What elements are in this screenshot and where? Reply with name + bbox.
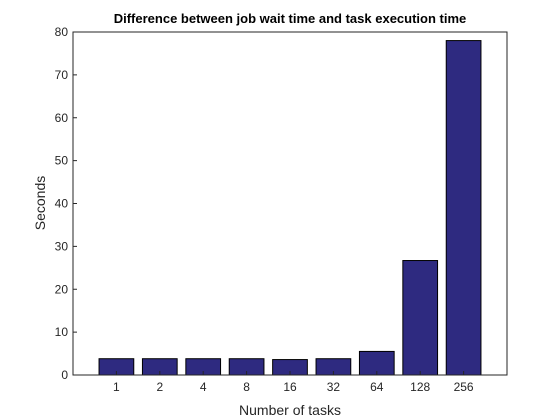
x-tick-label: 8	[243, 380, 250, 394]
bars-group	[98, 40, 482, 376]
x-tick-label: 4	[200, 380, 207, 394]
x-tick-label: 32	[327, 380, 341, 394]
x-tick-label: 1	[113, 380, 120, 394]
y-tick-label: 30	[55, 239, 69, 253]
x-tick-label: 128	[410, 380, 430, 394]
chart-title: Difference between job wait time and tas…	[114, 11, 467, 26]
y-axis-label: Seconds	[32, 176, 48, 230]
bar-128	[402, 260, 439, 376]
y-tick-label: 20	[55, 282, 69, 296]
y-ticks-group: 0 10 20 30 40 50 60 70 80	[55, 25, 77, 382]
plot-frame	[72, 31, 508, 376]
plot-area	[73, 32, 507, 375]
x-tick-label: 16	[283, 380, 297, 394]
x-tick-label: 64	[370, 380, 384, 394]
y-tick-label: 60	[55, 111, 69, 125]
x-tick-label: 256	[454, 380, 474, 394]
y-tick-label: 70	[55, 68, 69, 82]
y-tick-label: 40	[55, 197, 69, 211]
x-axis-label: Number of tasks	[239, 402, 341, 418]
x-ticks-group: 1 2 4 8 16 32 64 128 256	[113, 371, 474, 394]
x-tick-label: 2	[156, 380, 163, 394]
y-tick-label: 50	[55, 154, 69, 168]
y-tick-label: 0	[61, 368, 68, 382]
bar-256	[445, 40, 482, 376]
y-tick-label: 10	[55, 325, 69, 339]
y-tick-label: 80	[55, 25, 69, 39]
